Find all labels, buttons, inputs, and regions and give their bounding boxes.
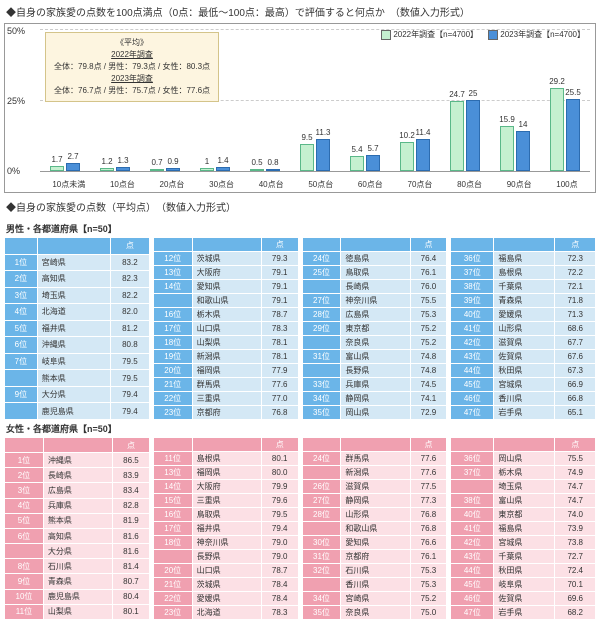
ylabel-25: 25% [7, 96, 25, 106]
ylabel-50: 50% [7, 26, 25, 36]
male-header: 男性・各都道府県【n=50】 [0, 220, 600, 237]
female-header: 女性・各都道府県【n=50】 [0, 420, 600, 437]
legend: 2022年調査【n=4700】 2023年調査【n=4700】 [381, 29, 585, 40]
section2-title: ◆自身の家族愛の点数（平均点） （数値入力形式） [0, 193, 600, 220]
bar-chart: 50% 25% 0% 1.72.71.21.30.70.911.40.50.89… [4, 23, 596, 193]
chart-title: ◆自身の家族愛の点数を100点満点（0点：最低～100点：最高）で評価すると何点… [0, 0, 600, 23]
ylabel-0: 0% [7, 166, 20, 176]
average-box: 《平均》 2022年調査 全体：79.8点 / 男性：79.3点 / 女性：80… [45, 32, 219, 102]
